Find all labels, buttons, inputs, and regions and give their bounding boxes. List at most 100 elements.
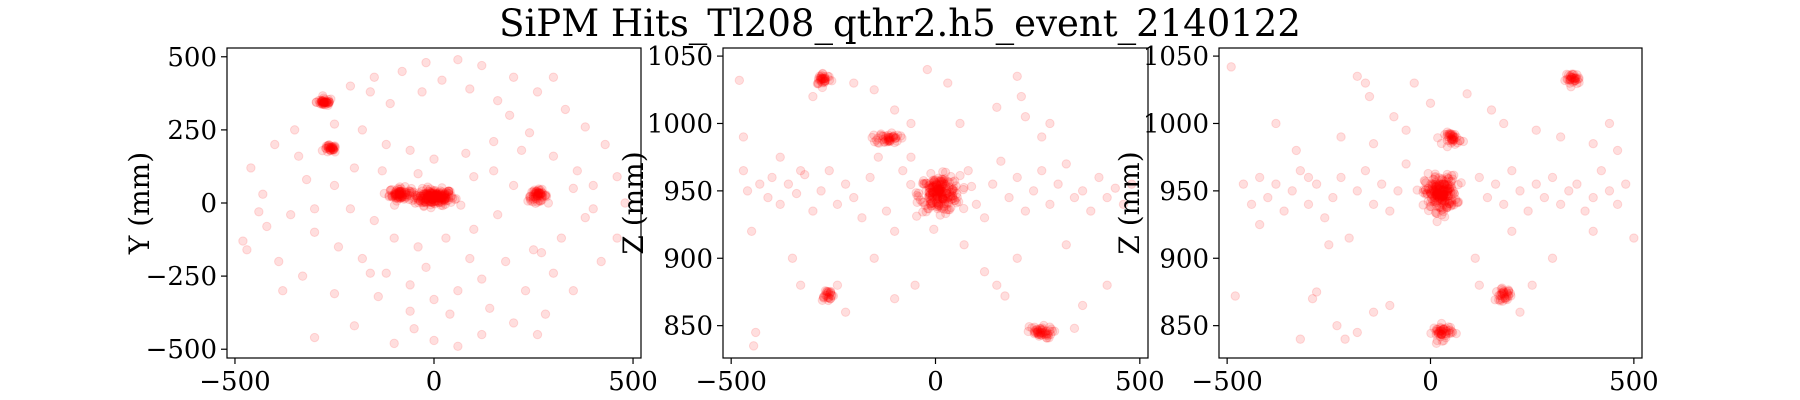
x-tick-label: −500 [695, 367, 766, 397]
cluster-point [534, 187, 544, 197]
cluster-point [1503, 291, 1514, 301]
cluster-point [534, 185, 544, 195]
cluster-point [1437, 192, 1447, 203]
cluster-point [387, 192, 397, 202]
cluster-point [918, 179, 929, 189]
cluster-point [824, 72, 834, 82]
cluster-point [316, 99, 326, 109]
cluster-point [824, 289, 834, 300]
cluster-point [405, 186, 415, 197]
cluster-point [1436, 325, 1446, 336]
cluster-point [428, 194, 438, 205]
cluster-point [443, 188, 454, 199]
cluster-point [1039, 328, 1049, 338]
hit-point [369, 72, 379, 82]
cluster-point [1496, 290, 1506, 301]
cluster-point [1427, 190, 1438, 201]
hit-point [1295, 334, 1306, 344]
cluster-point [925, 195, 936, 205]
cluster-point [928, 192, 939, 202]
cluster-point [825, 293, 836, 304]
hit-point [832, 280, 843, 290]
hit-point [1580, 206, 1590, 216]
cluster-point [1442, 186, 1452, 197]
cluster-point [1037, 330, 1047, 340]
cluster-point [888, 132, 899, 142]
hit-point [763, 192, 773, 203]
cluster-point [393, 194, 403, 204]
hit-point [1596, 165, 1607, 176]
cluster-point [325, 143, 336, 154]
hit-point [453, 341, 463, 352]
cluster-point [401, 190, 411, 200]
hit-point [508, 180, 519, 191]
hit-point [1507, 226, 1517, 237]
cluster-point [1458, 136, 1469, 147]
cluster-point [319, 97, 330, 107]
cluster-point [440, 190, 450, 201]
cluster-point [392, 183, 403, 194]
cluster-point [1023, 326, 1033, 337]
hit-point [898, 165, 908, 176]
hit-point [840, 307, 851, 317]
cluster-point [319, 95, 330, 105]
cluster-point [1444, 325, 1454, 336]
hit-point [1061, 159, 1071, 169]
cluster-point [1432, 324, 1443, 334]
hit-point [1094, 172, 1104, 183]
cluster-point [1570, 73, 1581, 84]
cluster-point [1451, 132, 1462, 142]
cluster-point [329, 141, 339, 152]
cluster-point [929, 176, 940, 187]
cluster-point [966, 181, 977, 192]
cluster-point [1431, 329, 1441, 340]
cluster-point [1426, 193, 1437, 203]
cluster-point [420, 197, 430, 207]
cluster-point [950, 176, 960, 186]
cluster-point [537, 184, 547, 195]
cluster-point [1455, 136, 1465, 146]
cluster-point [1568, 69, 1579, 79]
cluster-point [1497, 283, 1507, 293]
hit-point [832, 199, 843, 210]
hit-point [1389, 112, 1399, 122]
cluster-point [1422, 188, 1432, 198]
hit-point [238, 236, 248, 246]
cluster-point [533, 189, 543, 199]
hit-point [1588, 226, 1598, 237]
hit-point [963, 165, 973, 176]
cluster-point [530, 193, 541, 203]
cluster-point [938, 178, 948, 189]
cluster-point [928, 188, 939, 199]
cluster-point [1426, 179, 1436, 189]
cluster-point [531, 188, 541, 198]
cluster-point [433, 193, 443, 203]
cluster-point [427, 197, 437, 208]
cluster-point [533, 190, 543, 201]
cluster-point [1449, 134, 1459, 145]
cluster-point [413, 190, 423, 200]
hit-point [1230, 291, 1240, 301]
cluster-point [1447, 135, 1457, 145]
cluster-point [427, 194, 437, 205]
cluster-point [328, 143, 338, 154]
cluster-point [1039, 329, 1049, 340]
cluster-point [1498, 285, 1508, 295]
cluster-point [943, 197, 953, 207]
hit-point [734, 75, 745, 86]
cluster-point [1449, 200, 1459, 210]
cluster-point [1037, 328, 1048, 338]
cluster-point [433, 196, 444, 206]
hit-point [1271, 179, 1281, 189]
cluster-point [323, 100, 333, 111]
hit-point [469, 224, 479, 235]
cluster-point [1439, 186, 1449, 197]
hit-point [1360, 78, 1371, 88]
cluster-point [328, 144, 339, 155]
cluster-point [321, 141, 332, 151]
cluster-point [456, 200, 466, 210]
hit-point [588, 180, 598, 191]
cluster-point [437, 195, 448, 205]
cluster-point [1430, 190, 1441, 200]
cluster-point [441, 193, 451, 204]
